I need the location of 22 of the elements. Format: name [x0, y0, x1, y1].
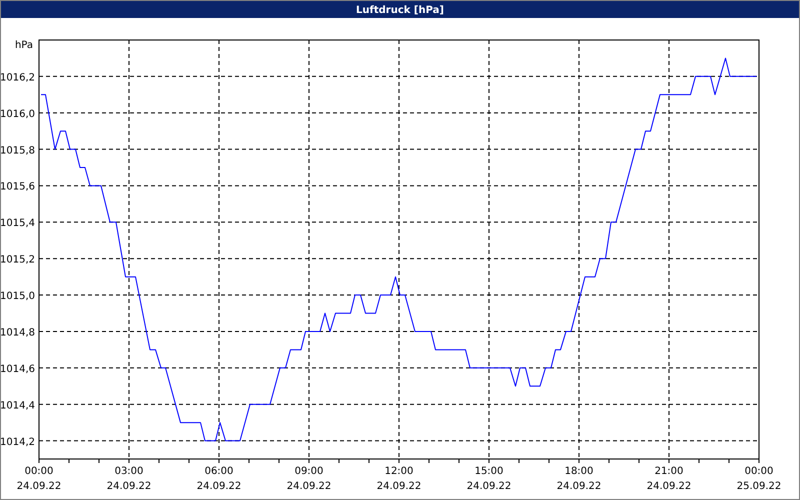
y-tick-label: 1015,4	[0, 218, 35, 230]
x-tick-label: 21:00 24.09.22	[646, 466, 692, 492]
y-tick-label: 1016,2	[0, 72, 35, 84]
y-tick-label: 1015,2	[0, 254, 35, 266]
x-tick-label: 18:00 24.09.22	[556, 466, 602, 492]
y-axis-title: hPa	[14, 40, 33, 51]
chart-title: Luftdruck [hPa]	[356, 5, 444, 16]
y-tick-label: 1014,4	[0, 400, 35, 412]
y-tick-label: 1016,0	[0, 108, 35, 120]
y-tick-label: 1014,2	[0, 436, 35, 448]
y-tick-label: 1014,8	[0, 327, 35, 338]
x-tick-label: 15:00 24.09.22	[466, 466, 512, 492]
x-tick-label: 06:00 24.09.22	[196, 466, 242, 492]
x-tick-label: 00:00 25.09.22	[736, 466, 782, 492]
x-tick-label: 00:00 24.09.22	[16, 466, 62, 492]
y-tick-label: 1014,6	[0, 364, 35, 375]
y-tick-label: 1015,6	[0, 182, 35, 193]
x-tick-label: 09:00 24.09.22	[286, 466, 332, 492]
x-tick-label: 12:00 24.09.22	[376, 466, 422, 492]
y-tick-label: 1015,8	[0, 145, 35, 156]
y-tick-label: 1015,0	[0, 291, 35, 302]
x-tick-label: 03:00 24.09.22	[106, 466, 152, 492]
